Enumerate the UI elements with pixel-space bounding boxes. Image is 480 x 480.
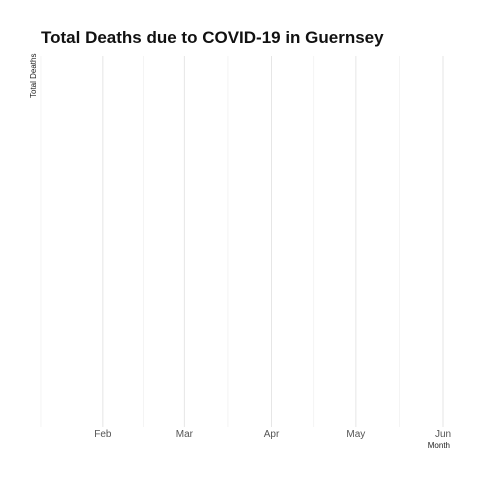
y-axis-title: Total Deaths <box>29 54 38 98</box>
x-axis-title: Month <box>428 441 450 450</box>
x-axis-ticks: Feb Mar Apr May Jun <box>94 429 451 440</box>
x-tick-label-may: May <box>346 429 365 440</box>
minor-gridlines <box>40 56 400 427</box>
chart-title: Total Deaths due to COVID-19 in Guernsey <box>41 28 384 47</box>
x-tick-label-feb: Feb <box>94 429 112 440</box>
x-tick-label-jun: Jun <box>435 429 451 440</box>
x-tick-label-mar: Mar <box>176 429 194 440</box>
x-tick-label-apr: Apr <box>264 429 280 440</box>
major-gridlines <box>102 56 444 427</box>
